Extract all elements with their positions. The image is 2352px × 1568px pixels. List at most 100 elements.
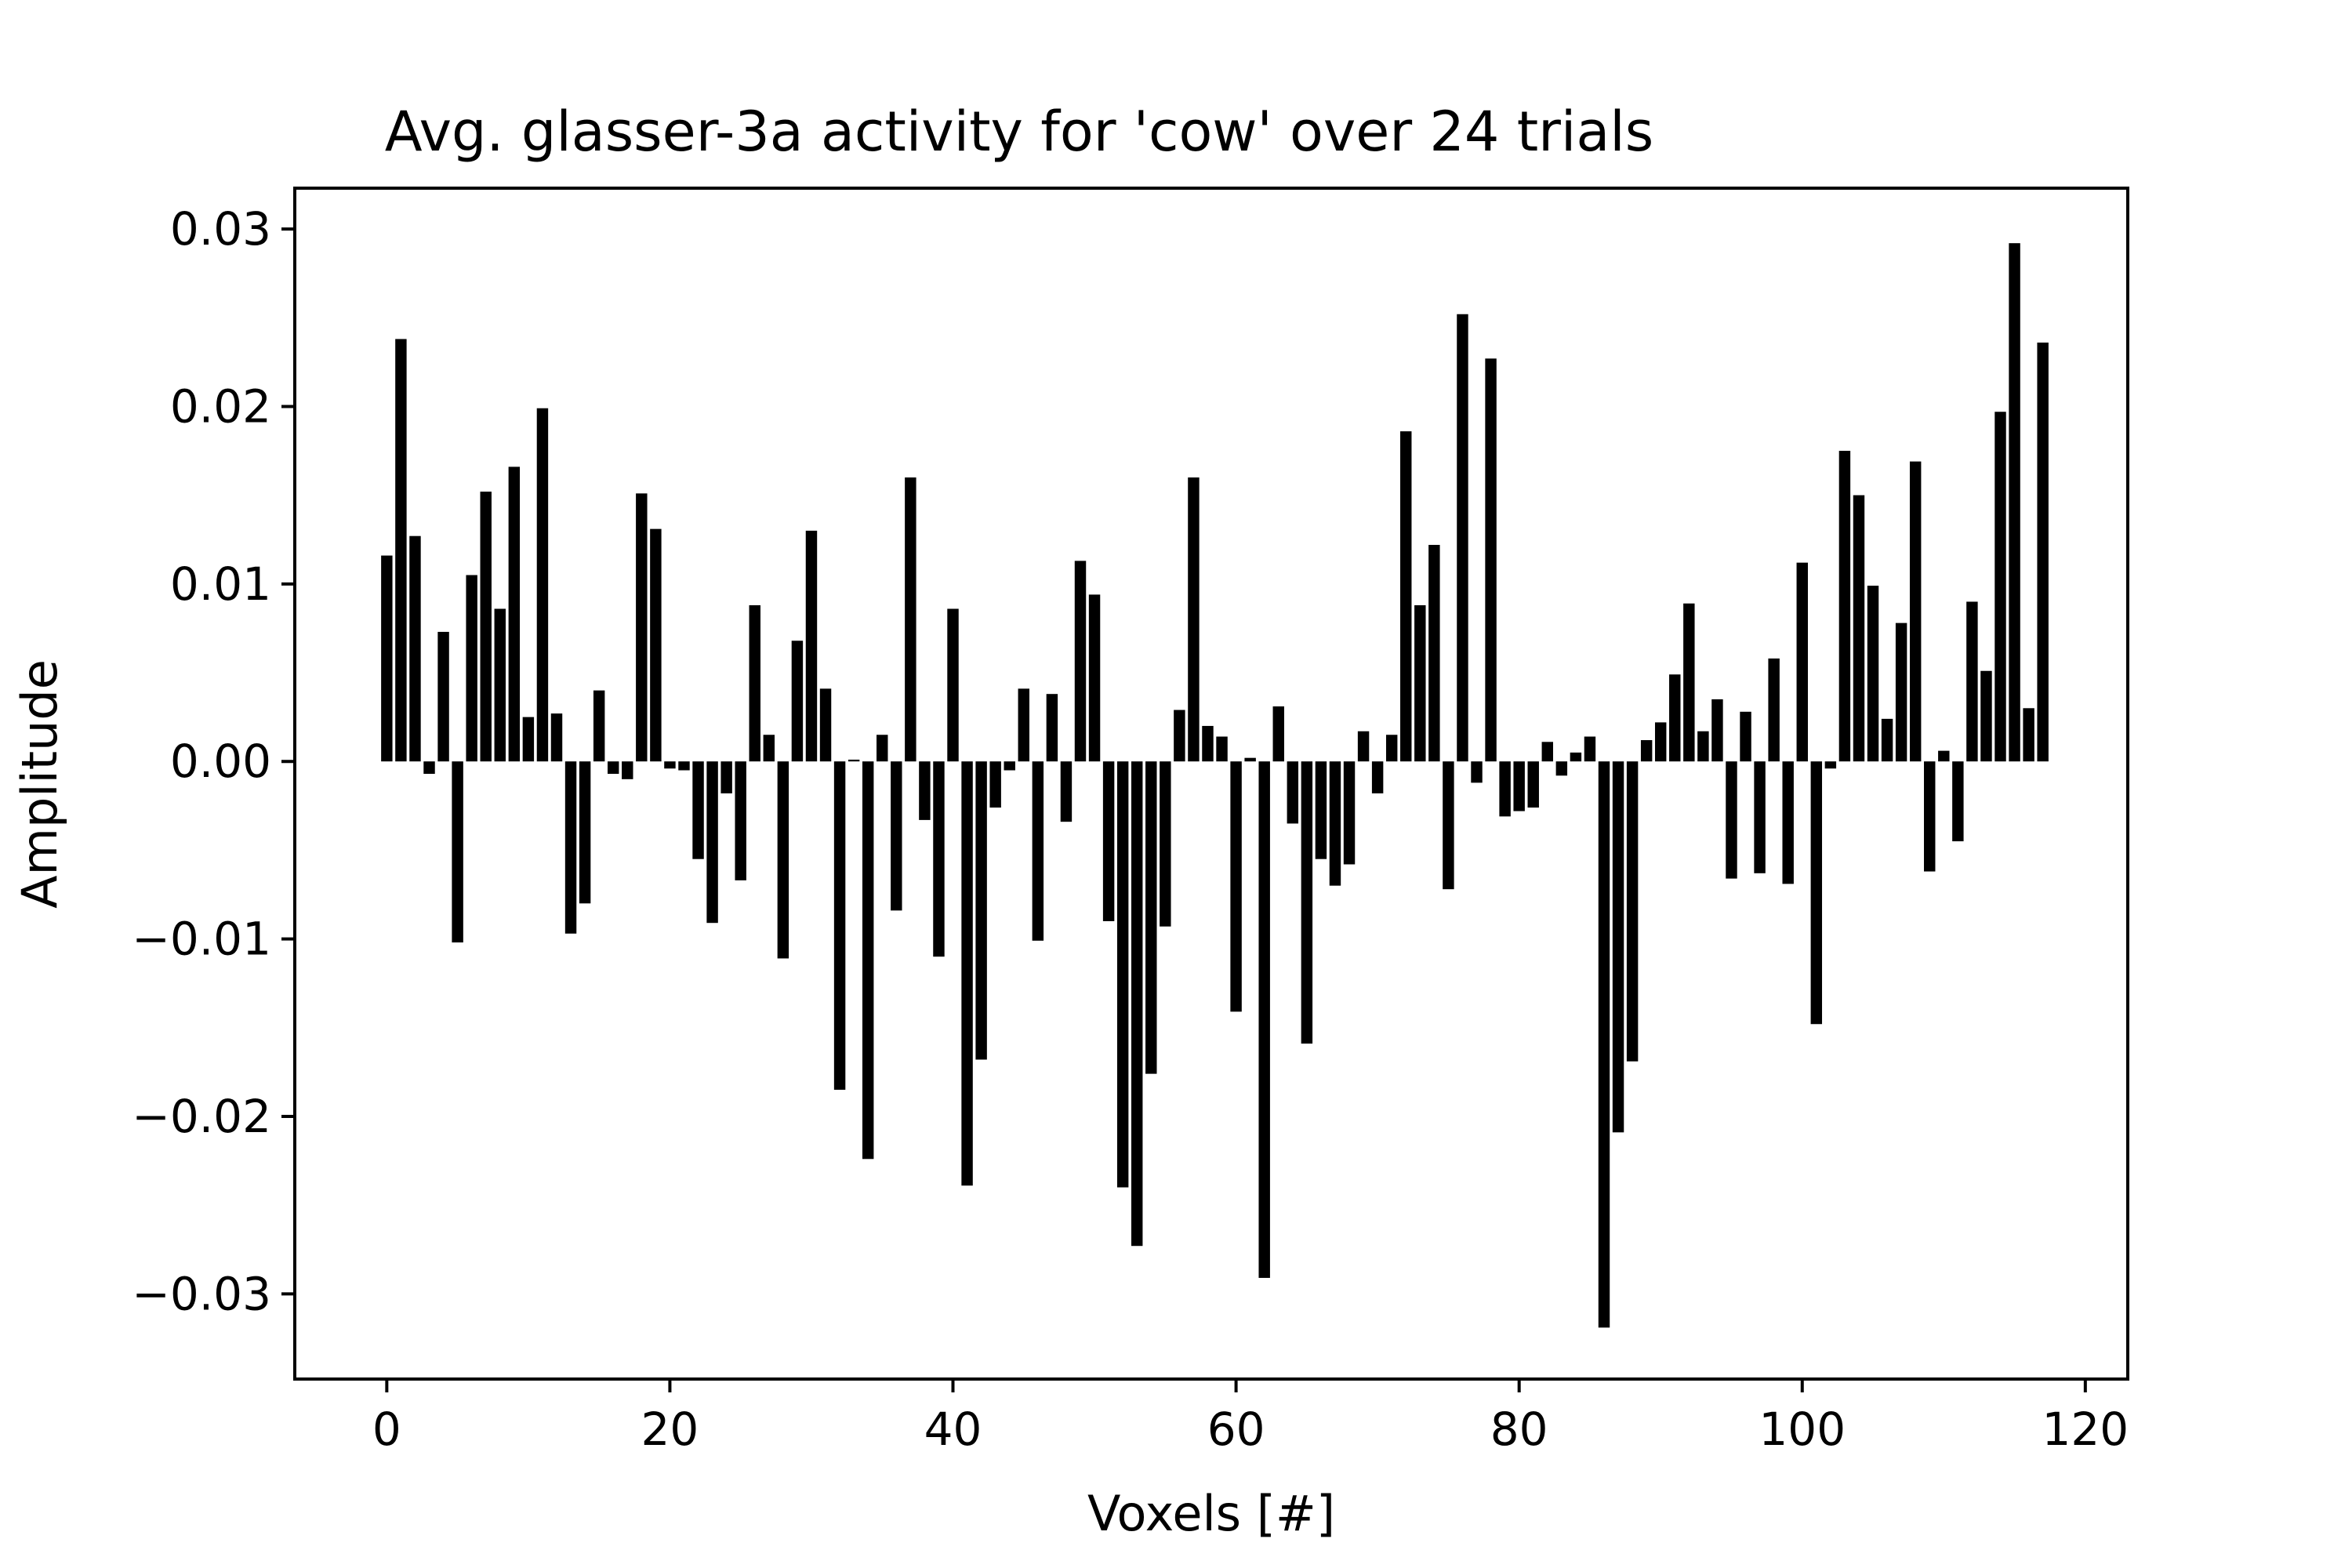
bar-voxel-45 [1018,688,1029,762]
bar-voxel-22 [692,761,704,859]
bar-voxel-77 [1471,761,1483,783]
bar-voxel-54 [1145,761,1157,1074]
bar-voxel-14 [579,761,591,904]
bar-voxel-59 [1216,736,1228,762]
bar-voxel-70 [1371,761,1384,793]
bar-voxel-57 [1188,477,1200,762]
bar-voxel-89 [1640,740,1653,762]
bar-voxel-105 [1867,586,1879,762]
bar-voxel-46 [1032,761,1044,941]
bar-voxel-69 [1357,731,1370,762]
bar-voxel-36 [891,761,902,911]
bar-voxel-10 [522,717,535,762]
bar-voxel-19 [650,528,662,762]
bar-voxel-12 [550,713,563,762]
bars-group [381,243,2049,1328]
bar-voxel-30 [805,530,818,762]
x-tick-label: 0 [372,1403,401,1456]
bar-voxel-5 [452,761,463,943]
bar-voxel-64 [1287,761,1299,824]
bar-voxel-15 [593,690,605,762]
x-tick-label: 100 [1759,1403,1846,1456]
bar-voxel-82 [1541,742,1553,762]
bar-voxel-48 [1060,761,1073,822]
bar-voxel-104 [1853,495,1865,762]
bar-voxel-117 [2037,342,2049,762]
bar-voxel-86 [1598,761,1610,1328]
bar-voxel-55 [1160,761,1171,927]
x-axis-label: Voxels [#] [1087,1485,1335,1542]
bar-voxel-75 [1443,761,1454,890]
bar-voxel-96 [1740,711,1751,762]
bar-voxel-23 [706,761,718,924]
bar-voxel-88 [1626,761,1639,1062]
y-tick-label: −0.02 [132,1090,271,1143]
y-tick-label: −0.03 [132,1267,271,1320]
bar-voxel-90 [1654,722,1667,762]
bar-voxel-21 [678,761,690,771]
bar-voxel-18 [636,493,648,762]
bar-voxel-17 [622,761,633,779]
bar-voxel-65 [1301,761,1313,1044]
bar-voxel-112 [1966,601,1978,762]
x-tick-label: 60 [1207,1403,1265,1456]
x-axis-ticks: 0 20 40 60 80 100 120 [372,1379,2129,1456]
bar-voxel-7 [480,492,492,762]
bar-voxel-0 [381,555,393,762]
bar-voxel-42 [975,761,987,1060]
bar-voxel-27 [763,735,775,762]
bar-voxel-61 [1244,757,1256,762]
x-tick-label: 80 [1490,1403,1548,1456]
bar-voxel-58 [1202,725,1214,762]
bar-voxel-97 [1754,761,1766,873]
bar-voxel-1 [395,339,407,762]
y-tick-label: 0.02 [170,379,271,433]
bar-voxel-32 [833,761,846,1090]
bar-voxel-8 [494,608,506,762]
bar-voxel-51 [1102,761,1115,921]
y-tick-label: 0.00 [170,735,271,788]
bar-voxel-29 [791,641,804,762]
bar-voxel-6 [466,575,477,762]
x-tick-label: 40 [924,1403,982,1456]
bar-voxel-110 [1938,750,1950,762]
bar-voxel-95 [1726,761,1737,879]
bar-voxel-63 [1272,706,1284,762]
bar-voxel-100 [1796,562,1808,762]
x-tick-label: 120 [2042,1403,2129,1456]
bar-voxel-44 [1004,761,1015,771]
bar-voxel-98 [1768,658,1780,762]
bar-voxel-37 [905,477,916,762]
bar-voxel-114 [1994,412,2006,762]
chart-title: Avg. glasser-3a activity for 'cow' over … [385,100,1653,164]
bar-voxel-94 [1711,699,1723,762]
plot-area-frame [293,187,2129,1381]
bar-voxel-49 [1074,561,1087,762]
bar-voxel-11 [536,408,549,762]
bar-voxel-41 [961,761,973,1186]
bar-voxel-115 [2009,243,2020,762]
bar-voxel-26 [749,604,760,762]
bar-voxel-73 [1414,604,1426,762]
bar-voxel-91 [1669,674,1681,762]
y-tick-label: 0.01 [170,557,271,611]
bar-voxel-111 [1952,761,1964,842]
y-axis-label: Amplitude [11,659,68,909]
bar-voxel-34 [862,761,874,1160]
bar-voxel-92 [1683,603,1695,762]
bar-voxel-31 [819,688,832,762]
bar-voxel-47 [1046,694,1058,762]
bar-voxel-38 [919,761,931,820]
y-tick-label: −0.01 [132,913,271,966]
bar-voxel-108 [1909,461,1922,762]
bar-voxel-76 [1457,314,1468,762]
bar-voxel-40 [947,608,959,762]
bar-voxel-3 [423,761,435,775]
bar-voxel-87 [1612,761,1624,1133]
bar-voxel-53 [1131,761,1143,1247]
y-tick-label: 0.03 [170,202,271,256]
bar-voxel-28 [777,761,789,959]
bar-voxel-107 [1895,622,1907,762]
bar-voxel-56 [1174,710,1185,762]
